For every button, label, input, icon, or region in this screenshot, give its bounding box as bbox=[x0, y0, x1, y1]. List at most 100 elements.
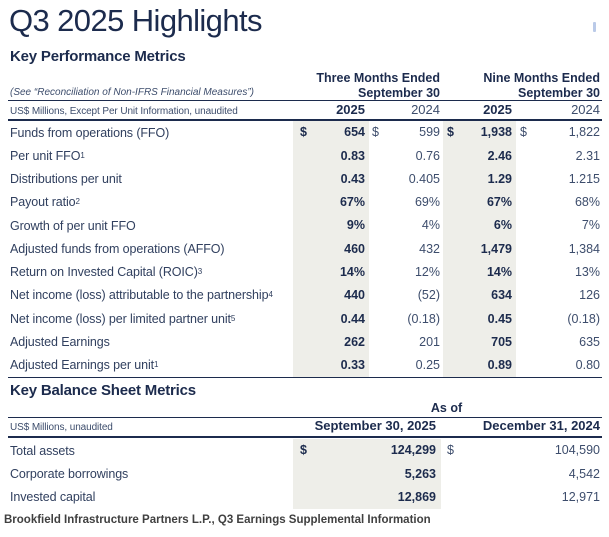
value-cell: $1,822 bbox=[516, 121, 600, 144]
kbs-table-row: Corporate borrowings 5,263 4,542 bbox=[0, 462, 609, 486]
value-cell: (0.18) bbox=[516, 307, 600, 330]
cell-value: (52) bbox=[417, 288, 440, 303]
cell-value: 14% bbox=[339, 264, 365, 279]
kpm-table-row: Funds from operations (FFO) $654 $599 $1,93… bbox=[0, 121, 609, 145]
value-cell: 432 bbox=[369, 237, 443, 260]
cell-value: 1.215 bbox=[568, 171, 600, 186]
cell-value: 12,869 bbox=[397, 490, 436, 505]
cell-value: 0.83 bbox=[340, 148, 365, 163]
value-cell: 0.83 bbox=[293, 144, 369, 168]
section-title-key-balance-sheet-metrics: Key Balance Sheet Metrics bbox=[10, 382, 196, 399]
cell-value: 1,479 bbox=[480, 241, 512, 256]
cell-value: 104,590 bbox=[554, 443, 600, 458]
value-cell: 262 bbox=[293, 330, 369, 354]
row-label: Adjusted Earnings per unit 1 bbox=[10, 358, 159, 373]
value-cell: 14% bbox=[293, 260, 369, 284]
row-label: Distributions per unit bbox=[10, 172, 122, 187]
kbs-unit-note: US$ Millions, unaudited bbox=[10, 422, 113, 433]
value-cell: 9% bbox=[293, 214, 369, 238]
cell-value: 126 bbox=[579, 288, 600, 303]
dollar-sign: $ bbox=[447, 125, 454, 140]
value-cell: 13% bbox=[516, 261, 600, 284]
cell-value: 69% bbox=[414, 195, 440, 210]
cell-value: 201 bbox=[419, 334, 440, 349]
value-cell: 67% bbox=[293, 190, 369, 215]
value-cell: 2.31 bbox=[516, 144, 600, 167]
value-cell: 0.76 bbox=[369, 144, 443, 167]
kpm-table-row: Per unit FFO 1 0.83 0.76 2.46 2.31 bbox=[0, 144, 609, 168]
kpm-table-row: Net income (loss) attributable to the pa… bbox=[0, 283, 609, 308]
value-cell: 5,263 bbox=[293, 462, 441, 486]
kbs-table-row: Total assets $124,299 $104,590 bbox=[0, 439, 609, 463]
dollar-sign: $ bbox=[520, 125, 527, 140]
page-title: Q3 2025 Highlights bbox=[9, 3, 262, 38]
year-header-2024-q: 2024 bbox=[411, 102, 440, 118]
kpm-table-row: Payout ratio 2 67% 69% 67% 68% bbox=[0, 190, 609, 215]
cell-value: 432 bbox=[419, 241, 440, 256]
cell-value: 0.76 bbox=[415, 148, 440, 163]
value-cell: $1,938 bbox=[443, 121, 516, 145]
cell-value: 0.405 bbox=[408, 171, 440, 186]
page-footer: Brookfield Infrastructure Partners L.P.,… bbox=[4, 514, 431, 526]
stray-cursor-artifact bbox=[593, 22, 596, 32]
value-cell: 635 bbox=[516, 330, 600, 353]
value-cell: 12% bbox=[369, 261, 443, 284]
cell-value: 4,542 bbox=[568, 466, 600, 481]
value-cell: 12,971 bbox=[441, 486, 600, 509]
cell-value: 4% bbox=[421, 218, 440, 233]
rule-under-asof bbox=[8, 417, 602, 418]
asof-label: As of bbox=[430, 400, 463, 415]
cell-value: 5,263 bbox=[404, 466, 436, 481]
value-cell: 0.25 bbox=[369, 354, 443, 377]
col-group-three-months-line2: September 30 bbox=[358, 85, 440, 100]
value-cell: 1.29 bbox=[443, 167, 516, 191]
kbs-asof-row: As of bbox=[0, 399, 609, 416]
col-group-nine-months-line2: September 30 bbox=[518, 85, 600, 100]
cell-value: 14% bbox=[486, 264, 512, 279]
row-label: Funds from operations (FFO) bbox=[10, 125, 170, 140]
value-cell: 0.43 bbox=[293, 167, 369, 191]
value-cell: 0.45 bbox=[443, 307, 516, 331]
value-cell: 7% bbox=[516, 214, 600, 237]
cell-value: 1,938 bbox=[480, 125, 512, 140]
value-cell: 68% bbox=[516, 191, 600, 214]
row-label: Net income (loss) per limited partner un… bbox=[10, 311, 236, 326]
value-cell: 201 bbox=[369, 330, 443, 353]
cell-value: 0.43 bbox=[340, 171, 365, 186]
value-cell: 12,869 bbox=[293, 485, 441, 509]
kpm-table-row: Net income (loss) per limited partner un… bbox=[0, 307, 609, 331]
value-cell: 126 bbox=[516, 284, 600, 307]
row-label: Invested capital bbox=[10, 490, 96, 505]
row-label: Net income (loss) attributable to the pa… bbox=[10, 288, 273, 303]
value-cell: 67% bbox=[443, 190, 516, 215]
non-ifrs-note: (See “Reconciliation of Non-IFRS Financi… bbox=[10, 86, 254, 98]
cell-value: 0.44 bbox=[340, 311, 365, 326]
value-cell: 705 bbox=[443, 330, 516, 354]
dollar-sign: $ bbox=[300, 125, 307, 140]
cell-value: 12% bbox=[414, 264, 440, 279]
cell-value: 262 bbox=[344, 334, 365, 349]
cell-value: 67% bbox=[339, 195, 365, 210]
section-title-key-performance-metrics: Key Performance Metrics bbox=[10, 48, 186, 65]
value-cell: 6% bbox=[443, 214, 516, 238]
rule-under-kbs-header bbox=[8, 436, 602, 438]
value-cell: 440 bbox=[293, 283, 369, 308]
value-cell: 1.215 bbox=[516, 168, 600, 191]
cell-value: 1,822 bbox=[568, 125, 600, 140]
cell-value: 440 bbox=[344, 288, 365, 303]
row-label: Return on Invested Capital (ROIC) 3 bbox=[10, 265, 203, 280]
cell-value: 705 bbox=[491, 334, 512, 349]
value-cell: 4% bbox=[369, 214, 443, 237]
row-label: Per unit FFO 1 bbox=[10, 148, 85, 163]
cell-value: 2.46 bbox=[487, 148, 512, 163]
kbs-col-header-sep-2025: September 30, 2025 bbox=[314, 418, 436, 434]
cell-value: 0.45 bbox=[487, 311, 512, 326]
kpm-table-row: Distributions per unit 0.43 0.405 1.29 1.215 bbox=[0, 167, 609, 191]
rule-under-group-headers bbox=[8, 100, 602, 101]
cell-value: 0.25 bbox=[415, 358, 440, 373]
cell-value: (0.18) bbox=[407, 311, 440, 326]
kpm-table-row: Adjusted Earnings per unit 1 0.33 0.25 0.89 0… bbox=[0, 353, 609, 377]
row-label: Growth of per unit FFO bbox=[10, 218, 136, 233]
value-cell: 634 bbox=[443, 283, 516, 308]
value-cell: 460 bbox=[293, 237, 369, 261]
